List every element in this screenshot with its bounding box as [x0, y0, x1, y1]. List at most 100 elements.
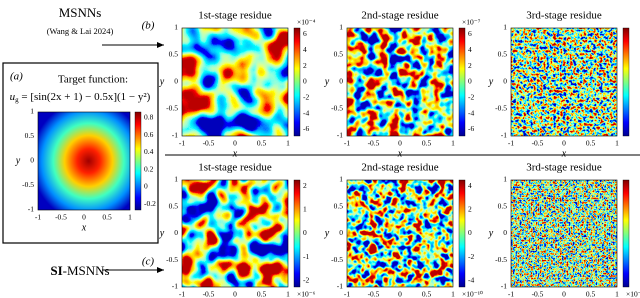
y-tick-label: 0.5: [334, 50, 344, 59]
y-tick-label: -0.5: [166, 104, 178, 113]
heatmap: [347, 180, 453, 287]
x-tick-label: 1: [451, 290, 455, 298]
x-tick-label: 1: [615, 290, 619, 298]
heatmap: [182, 180, 288, 287]
y-tick-label: -1: [501, 282, 507, 291]
heatmap-frame: [181, 179, 289, 288]
y-tick-label: -0.5: [166, 255, 178, 264]
arrow-head: [157, 42, 164, 48]
x-tick-label: 0.5: [257, 139, 267, 148]
panel-label: (a): [10, 71, 23, 83]
y-tick-label: 1: [174, 175, 178, 184]
colorbar-tick-label: -4: [468, 108, 474, 117]
x-axis-label: x: [232, 148, 238, 159]
method-name: SI-MSNNs: [50, 263, 109, 278]
y-tick-label: 0.5: [169, 50, 179, 59]
y-tick-label: 0: [174, 228, 178, 237]
colorbar: [458, 27, 466, 137]
y-tick-label: 0: [503, 228, 507, 237]
colorbar-tick-label: 0.2: [144, 164, 154, 173]
x-tick-label: 0: [82, 213, 86, 222]
colorbar-tick-label: 0: [303, 228, 307, 237]
colorbar-tick-label: -2: [468, 252, 474, 261]
colorbar-tick-label: 0: [468, 77, 472, 86]
citation: (Wang & Lai 2024): [47, 26, 114, 36]
colorbar-tick-label: -4: [468, 275, 474, 284]
x-tick-label: -1: [344, 139, 350, 148]
x-tick-label: 1: [286, 139, 290, 148]
formula-sub: g: [15, 96, 19, 104]
colorbar: [293, 179, 301, 288]
y-tick-label: 0: [174, 77, 178, 86]
colorbar-tick-label: -0.2: [144, 199, 156, 208]
colorbar-tick-label: 1: [303, 205, 307, 214]
x-tick-label: 1: [286, 290, 290, 298]
heatmap-frame: [346, 179, 454, 288]
x-tick-label: -1: [508, 290, 514, 298]
colorbar: [134, 111, 142, 211]
heatmap: [511, 180, 617, 287]
y-axis-label: y: [324, 76, 330, 87]
y-tick-label: 1: [30, 107, 34, 116]
y-tick-label: 0: [503, 77, 507, 86]
formula-lhs: u: [10, 91, 16, 103]
x-tick-label: 0.5: [102, 213, 112, 222]
y-tick-label: 0.5: [25, 131, 35, 140]
formula-rhs: = [sin(2x + 1) − 0.5x](1 − y²): [19, 91, 151, 103]
x-tick-label: 0: [398, 139, 402, 148]
colorbar-exponent: ×10⁻⁷: [462, 18, 481, 27]
y-tick-label: 1: [503, 175, 507, 184]
x-tick-label: 0: [398, 290, 402, 298]
y-tick-label: 0.5: [334, 201, 344, 210]
x-tick-label: 0.5: [586, 290, 596, 298]
colorbar: [293, 27, 301, 137]
heatmap-frame: [510, 179, 618, 288]
colorbar-tick-label: -6: [468, 124, 474, 133]
x-axis-label: x: [397, 148, 403, 159]
formula: ug = [sin(2x + 1) − 0.5x](1 − y²): [10, 91, 151, 104]
colorbar-tick-label: 2: [468, 61, 472, 70]
x-tick-label: 1: [128, 213, 132, 222]
x-tick-label: 0.5: [422, 290, 432, 298]
panel-title: 2nd-stage residue: [361, 10, 438, 22]
x-tick-label: -0.5: [368, 290, 380, 298]
colorbar-tick-label: 0: [303, 77, 307, 86]
y-axis-label: y: [159, 76, 165, 87]
y-tick-label: 0: [339, 77, 343, 86]
x-tick-label: -0.5: [368, 139, 380, 148]
x-tick-label: 0.5: [586, 139, 596, 148]
x-tick-label: -1: [508, 139, 514, 148]
colorbar-tick-label: 0.4: [144, 147, 154, 156]
y-tick-label: 1: [174, 23, 178, 32]
heatmap-frame: [181, 27, 289, 137]
colorbar-tick-label: 4: [468, 45, 472, 54]
y-axis-label: y: [488, 76, 494, 87]
method-name-bold: SI: [50, 263, 62, 278]
y-tick-label: -0.5: [495, 104, 507, 113]
y-tick-label: -1: [337, 282, 343, 291]
colorbar: [622, 27, 630, 137]
colorbar-tick-label: 4: [303, 45, 307, 54]
heatmap-frame: [346, 27, 454, 137]
colorbar-tick-label: 4: [468, 181, 472, 190]
panel-label: (c): [142, 256, 155, 268]
panel-title: 3rd-stage residue: [526, 162, 602, 174]
y-tick-label: 0.5: [498, 50, 508, 59]
x-tick-label: 0: [562, 139, 566, 148]
colorbar-tick-label: 0.6: [144, 130, 154, 139]
y-tick-label: -1: [172, 131, 178, 140]
y-axis-label: y: [488, 228, 494, 239]
y-tick-label: -0.5: [22, 180, 34, 189]
panel-a-box: [2, 62, 159, 244]
x-tick-label: 0: [562, 290, 566, 298]
x-axis-label: x: [81, 222, 87, 233]
x-tick-label: 1: [451, 139, 455, 148]
colorbar: [458, 179, 466, 288]
y-tick-label: 0.5: [498, 201, 508, 210]
x-tick-label: -0.5: [532, 290, 544, 298]
panel-title: 1st-stage residue: [198, 10, 272, 22]
colorbar-tick-label: 2: [303, 61, 307, 70]
heatmap: [347, 28, 453, 136]
colorbar-exponent: ×10⁻¹⁰: [462, 290, 483, 298]
colorbar-exponent: ×10⁻⁶: [297, 290, 316, 298]
